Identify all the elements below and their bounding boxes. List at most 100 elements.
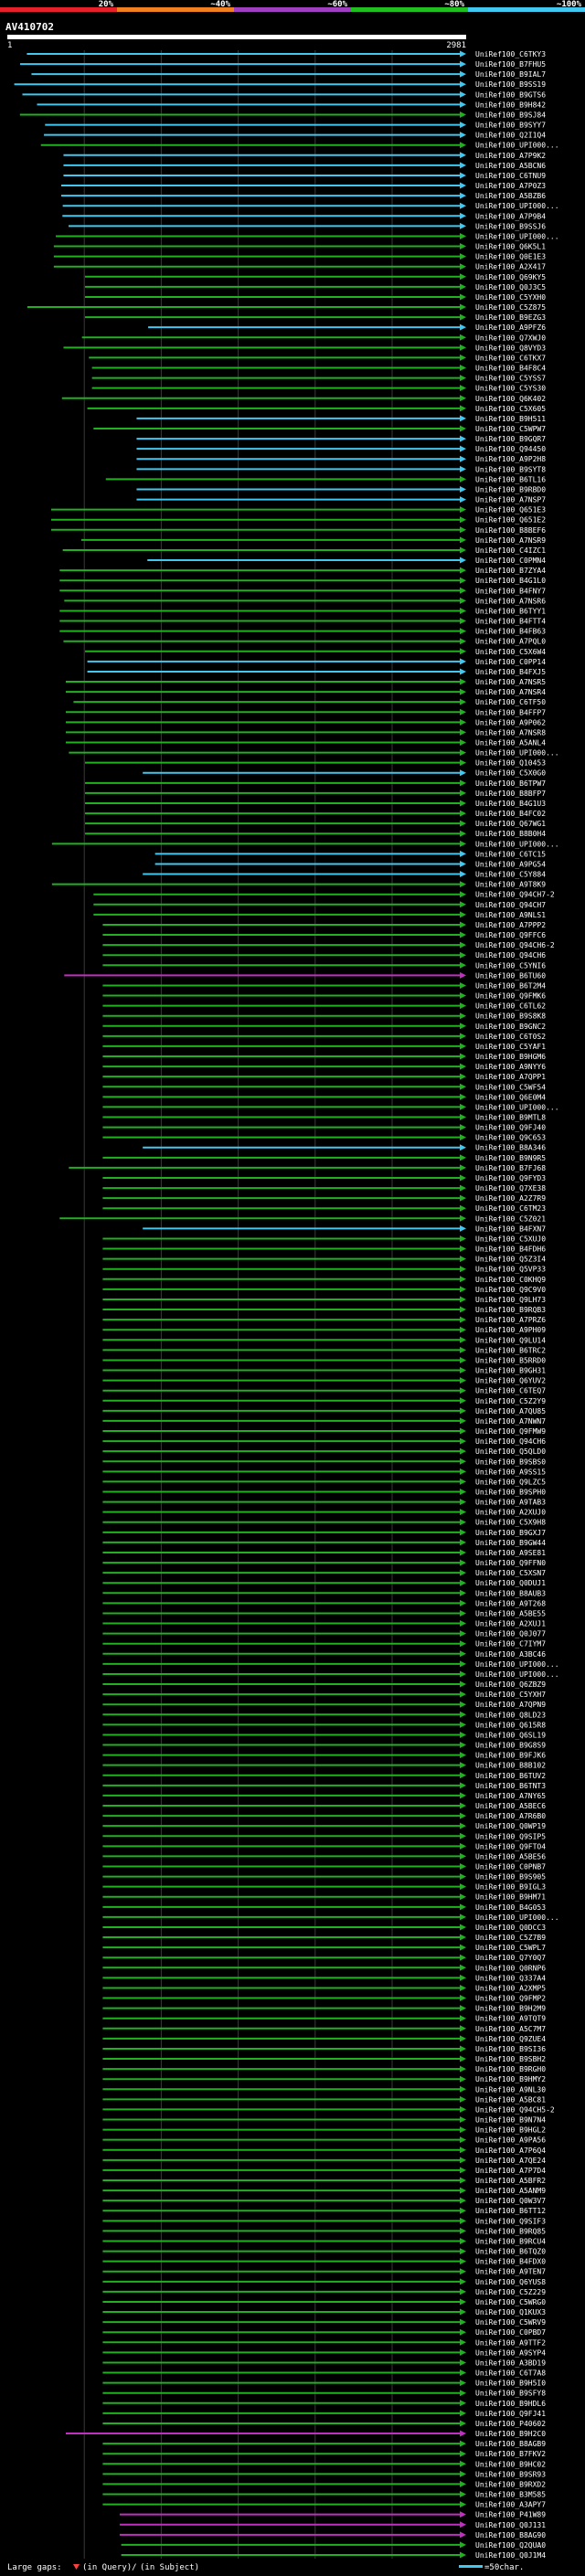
hit-row[interactable]: UniRef100_Q651E2 — [50, 516, 546, 525]
hit-row[interactable]: UniRef100_B8BEF6 — [50, 526, 546, 535]
hit-row[interactable]: UniRef100_UPI000... — [51, 840, 559, 848]
hit-label[interactable]: UniRef100_Q6ZBZ9 — [475, 1680, 546, 1689]
hit-row[interactable]: UniRef100_A9NYY6 — [102, 1063, 546, 1071]
hit-label[interactable]: UniRef100_A2Z7R9 — [475, 1194, 546, 1203]
hit-row[interactable]: UniRef100_UPI000... — [40, 142, 559, 150]
hit-row[interactable]: UniRef100_C0PMN4 — [147, 557, 546, 565]
hit-row[interactable]: UniRef100_A9TQT9 — [102, 2015, 546, 2023]
hit-row[interactable]: UniRef100_B9GNC2 — [102, 1023, 546, 1031]
hit-row[interactable]: UniRef100_UPI000... — [102, 1670, 559, 1679]
hit-label[interactable]: UniRef100_B8B0H4 — [475, 830, 546, 838]
hit-row[interactable]: UniRef100_C6TKY3 — [27, 50, 546, 58]
hit-label[interactable]: UniRef100_B9IAL7 — [475, 70, 546, 79]
hit-label[interactable]: UniRef100_A7P9B4 — [475, 212, 546, 220]
hit-label[interactable]: UniRef100_A5BFR2 — [475, 2177, 546, 2185]
hit-row[interactable]: UniRef100_P41W89 — [119, 2511, 546, 2519]
hit-row[interactable]: UniRef100_A9P2H8 — [136, 455, 546, 463]
hit-label[interactable]: UniRef100_Q69KY5 — [475, 273, 546, 281]
hit-row[interactable]: UniRef100_B9RBD0 — [136, 485, 546, 493]
hit-label[interactable]: UniRef100_A9P2H8 — [475, 455, 546, 463]
hit-label[interactable]: UniRef100_Q10453 — [475, 759, 546, 768]
hit-row[interactable]: UniRef100_Q6K402 — [61, 395, 546, 403]
hit-row[interactable]: UniRef100_B4FXN7 — [143, 1224, 546, 1233]
hit-row[interactable]: UniRef100_C5YXH0 — [85, 293, 546, 302]
hit-label[interactable]: UniRef100_UPI000... — [475, 1660, 559, 1669]
hit-label[interactable]: UniRef100_Q0J131 — [475, 2521, 546, 2529]
hit-row[interactable]: UniRef100_A7NSR5 — [65, 678, 546, 686]
hit-row[interactable]: UniRef100_Q94CH5-2 — [102, 2105, 555, 2114]
hit-label[interactable]: UniRef100_B4G1L0 — [475, 577, 546, 585]
hit-label[interactable]: UniRef100_B9GTS6 — [475, 90, 546, 99]
hit-label[interactable]: UniRef100_B9SPH0 — [475, 1488, 546, 1496]
hit-row[interactable]: UniRef100_C5WF54 — [102, 1083, 546, 1091]
hit-label[interactable]: UniRef100_B9HC02 — [475, 2460, 546, 2468]
hit-label[interactable]: UniRef100_C5WPL7 — [475, 1944, 546, 1952]
hit-row[interactable]: UniRef100_B9HC02 — [102, 2460, 546, 2468]
hit-label[interactable]: UniRef100_A5ANM9 — [475, 2187, 546, 2195]
hit-label[interactable]: UniRef100_B4FFP7 — [475, 708, 546, 716]
hit-label[interactable]: UniRef100_B4G053 — [475, 1903, 546, 1912]
hit-row[interactable]: UniRef100_B4FC02 — [85, 810, 546, 818]
hit-label[interactable]: UniRef100_B7ZYA4 — [475, 567, 546, 575]
hit-row[interactable]: UniRef100_A2XUJ1 — [102, 1620, 546, 1628]
hit-label[interactable]: UniRef100_A9NL30 — [475, 2085, 546, 2094]
hit-label[interactable]: UniRef100_A7QPP1 — [475, 1073, 546, 1081]
hit-row[interactable]: UniRef100_Q9FFN0 — [102, 1559, 546, 1567]
hit-label[interactable]: UniRef100_B4FDX0 — [475, 2258, 546, 2266]
hit-row[interactable]: UniRef100_B3M585 — [102, 2491, 546, 2499]
hit-row[interactable]: UniRef100_A5BE55 — [102, 1609, 546, 1617]
hit-label[interactable]: UniRef100_B4FDH6 — [475, 1246, 546, 1254]
hit-row[interactable]: UniRef100_B9SS19 — [14, 80, 547, 89]
hit-label[interactable]: UniRef100_B9RBD0 — [475, 485, 546, 493]
hit-label[interactable]: UniRef100_UPI000... — [475, 1670, 559, 1679]
hit-row[interactable]: UniRef100_B9HGM6 — [102, 1053, 546, 1061]
hit-row[interactable]: UniRef100_B4FDX0 — [102, 2258, 546, 2266]
hit-row[interactable]: UniRef100_A7P0Z3 — [60, 182, 546, 190]
hit-row[interactable]: UniRef100_C6TF50 — [73, 698, 546, 706]
hit-label[interactable]: UniRef100_B9RGH0 — [475, 2065, 546, 2073]
hit-row[interactable]: UniRef100_B9IAL7 — [31, 70, 546, 79]
hit-row[interactable]: UniRef100_C5YXH7 — [102, 1691, 546, 1699]
hit-label[interactable]: UniRef100_C0PBD7 — [475, 2328, 546, 2337]
hit-label[interactable]: UniRef100_C5Y884 — [475, 871, 546, 879]
hit-row[interactable]: UniRef100_A5BFR2 — [102, 2177, 546, 2185]
hit-row[interactable]: UniRef100_B6TQZ0 — [102, 2248, 546, 2256]
hit-label[interactable]: UniRef100_Q651E3 — [475, 506, 546, 514]
hit-row[interactable]: UniRef100_Q9FJ40 — [102, 1124, 546, 1132]
hit-row[interactable]: UniRef100_B9IGL3 — [102, 1883, 546, 1892]
hit-row[interactable]: UniRef100_C0KHQ9 — [102, 1276, 546, 1284]
hit-label[interactable]: UniRef100_B6T2M4 — [475, 981, 546, 990]
hit-row[interactable]: UniRef100_B8B102 — [102, 1762, 546, 1770]
hit-row[interactable]: UniRef100_C5Z2Y9 — [102, 1397, 546, 1405]
hit-row[interactable]: UniRef100_C5Y884 — [143, 871, 546, 879]
hit-label[interactable]: UniRef100_B9SJ84 — [475, 111, 546, 119]
hit-row[interactable]: UniRef100_B9RXD2 — [102, 2480, 546, 2488]
hit-row[interactable]: UniRef100_Q9FFC6 — [102, 931, 546, 939]
hit-row[interactable]: UniRef100_B9H2C0 — [65, 2430, 546, 2438]
hit-label[interactable]: UniRef100_Q6E0M4 — [475, 1093, 546, 1101]
hit-label[interactable]: UniRef100_Q1KUX3 — [475, 2308, 546, 2316]
hit-label[interactable]: UniRef100_B9RXD2 — [475, 2480, 546, 2488]
hit-label[interactable]: UniRef100_A7NSR5 — [475, 678, 546, 686]
hit-label[interactable]: UniRef100_Q2QUA0 — [475, 2541, 546, 2549]
hit-label[interactable]: UniRef100_B4FB63 — [475, 628, 546, 636]
hit-row[interactable]: UniRef100_Q94CH7-2 — [93, 891, 555, 899]
hit-row[interactable]: UniRef100_A7QE24 — [102, 2157, 546, 2165]
hit-label[interactable]: UniRef100_C6T0S2 — [475, 1033, 546, 1041]
hit-label[interactable]: UniRef100_B4FTT4 — [475, 618, 546, 626]
hit-label[interactable]: UniRef100_A7P0Z3 — [475, 182, 546, 190]
hit-row[interactable]: UniRef100_B6TUV2 — [102, 1772, 546, 1780]
hit-row[interactable]: UniRef100_B8BFP7 — [85, 790, 546, 798]
hit-label[interactable]: UniRef100_A7QPN9 — [475, 1701, 546, 1709]
hit-row[interactable]: UniRef100_A9TAB3 — [102, 1499, 546, 1507]
hit-row[interactable]: UniRef100_Q0WP19 — [102, 1822, 546, 1830]
hit-label[interactable]: UniRef100_A9NLS1 — [475, 911, 546, 919]
hit-label[interactable]: UniRef100_C5WPW7 — [475, 425, 546, 433]
hit-label[interactable]: UniRef100_A7NWN7 — [475, 1417, 546, 1426]
hit-label[interactable]: UniRef100_B7FHU5 — [475, 60, 546, 69]
hit-row[interactable]: UniRef100_Q7Y0Q7 — [102, 1954, 546, 1962]
hit-label[interactable]: UniRef100_A7QU85 — [475, 1407, 546, 1415]
hit-label[interactable]: UniRef100_A9NYY6 — [475, 1063, 546, 1071]
hit-label[interactable]: UniRef100_B6TNT3 — [475, 1782, 546, 1790]
hit-row[interactable]: UniRef100_UPI000... — [102, 1103, 559, 1111]
